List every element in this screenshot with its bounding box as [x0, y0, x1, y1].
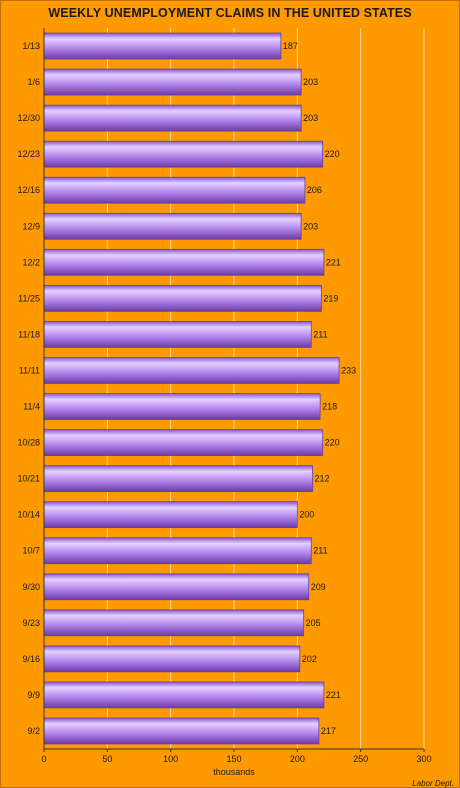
category-label: 12/16	[17, 185, 40, 195]
category-label: 9/23	[22, 618, 40, 628]
bar	[43, 429, 324, 456]
bar	[43, 465, 313, 493]
bar	[43, 212, 302, 240]
category-label: 12/30	[17, 113, 40, 123]
bar	[43, 68, 302, 96]
value-label: 202	[302, 654, 317, 664]
bar	[43, 284, 322, 312]
bar	[43, 717, 320, 745]
category-label: 11/4	[23, 402, 40, 412]
bar	[43, 357, 340, 384]
x-tick-label: 100	[163, 754, 178, 764]
category-label: 1/6	[27, 77, 40, 87]
value-label: 206	[307, 185, 322, 195]
x-tick-label: 300	[416, 754, 431, 764]
bar	[43, 393, 321, 420]
category-label: 9/30	[22, 582, 40, 592]
value-label: 211	[313, 546, 327, 556]
category-label: 12/2	[22, 257, 40, 267]
bar	[43, 32, 282, 60]
category-label: 10/14	[17, 510, 40, 520]
category-label: 12/23	[17, 149, 40, 159]
category-label: 9/9	[27, 690, 40, 700]
category-label: 11/25	[18, 293, 40, 303]
category-label: 1/13	[22, 41, 40, 51]
value-label: 221	[326, 257, 341, 267]
value-label: 211	[313, 329, 327, 339]
x-axis-title: thousands	[213, 767, 255, 777]
value-label: 221	[326, 690, 341, 700]
category-label: 11/11	[19, 365, 40, 375]
category-label: 11/18	[18, 329, 40, 339]
bar	[43, 176, 306, 204]
bar	[43, 248, 325, 276]
value-label: 219	[323, 293, 338, 303]
x-tick-label: 0	[41, 754, 46, 764]
value-label: 217	[321, 726, 336, 736]
category-label: 9/16	[22, 654, 40, 664]
value-label: 220	[325, 438, 340, 448]
source-note: Labor Dept.	[412, 779, 454, 788]
value-label: 200	[299, 510, 314, 520]
bar	[43, 573, 310, 601]
value-label: 203	[303, 113, 318, 123]
chart-title: WEEKLY UNEMPLOYMENT CLAIMS IN THE UNITED…	[48, 6, 412, 20]
bar	[43, 609, 305, 637]
bar	[43, 321, 312, 348]
value-label: 203	[303, 77, 318, 87]
x-tick-label: 150	[226, 754, 241, 764]
value-label: 203	[303, 221, 318, 231]
value-label: 209	[311, 582, 326, 592]
category-label: 10/28	[17, 438, 40, 448]
value-label: 218	[322, 402, 337, 412]
x-tick-label: 200	[290, 754, 305, 764]
bar	[43, 537, 312, 565]
category-label: 10/21	[17, 474, 40, 484]
value-label: 212	[315, 474, 330, 484]
bar	[43, 501, 298, 529]
bar	[43, 645, 301, 673]
bar	[43, 140, 324, 168]
bar	[43, 681, 325, 709]
value-label: 205	[306, 618, 321, 628]
bar	[43, 104, 302, 132]
value-label: 220	[325, 149, 340, 159]
value-label: 233	[341, 365, 356, 375]
x-tick-label: 250	[353, 754, 368, 764]
category-label: 9/2	[27, 726, 40, 736]
category-label: 10/7	[22, 546, 40, 556]
category-label: 12/9	[22, 221, 40, 231]
value-label: 187	[283, 41, 298, 51]
x-tick-label: 50	[102, 754, 112, 764]
